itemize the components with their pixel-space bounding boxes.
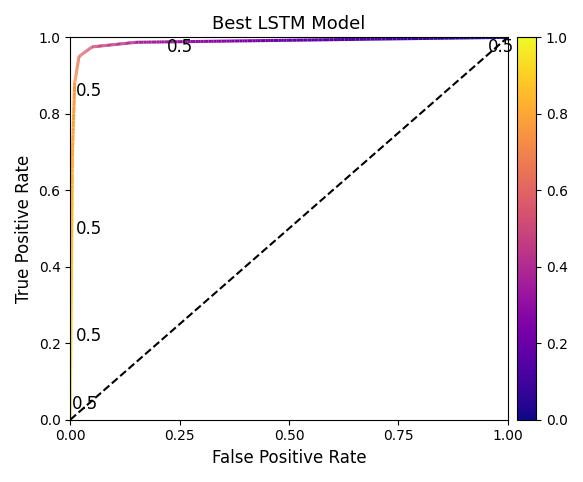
Text: 0.5: 0.5 bbox=[167, 38, 193, 56]
Y-axis label: True Positive Rate: True Positive Rate bbox=[15, 154, 33, 303]
X-axis label: False Positive Rate: False Positive Rate bbox=[212, 449, 366, 467]
Text: 0.5: 0.5 bbox=[76, 82, 102, 100]
Text: 0.5: 0.5 bbox=[72, 395, 98, 414]
Text: 0.5: 0.5 bbox=[76, 327, 102, 345]
Title: Best LSTM Model: Best LSTM Model bbox=[212, 15, 366, 33]
Text: 0.5: 0.5 bbox=[76, 219, 102, 238]
Text: 0.5: 0.5 bbox=[488, 38, 514, 56]
